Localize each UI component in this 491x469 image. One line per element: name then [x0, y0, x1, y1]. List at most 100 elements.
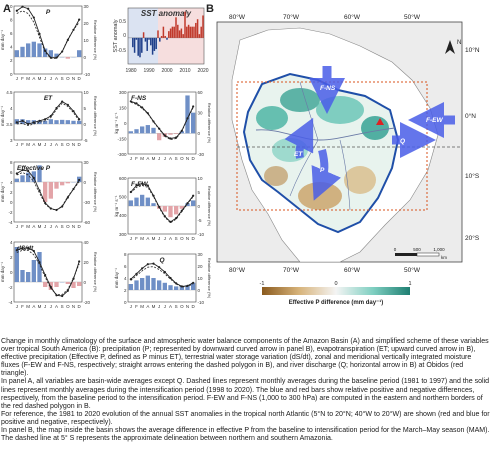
sst-bar	[148, 37, 150, 40]
y2tick-label: 5	[84, 106, 87, 111]
sst-bar	[159, 37, 161, 42]
y2label: Relative difference (%)	[93, 172, 98, 213]
ytick-label: 4	[10, 45, 13, 50]
chart-title: F-EW	[131, 181, 148, 188]
reldiff-bar	[157, 280, 162, 290]
month-label: O	[66, 142, 70, 147]
ytick-label: 4	[124, 276, 127, 281]
intensification-point	[135, 102, 138, 105]
intensification-point	[66, 196, 69, 199]
sst-bar	[160, 36, 163, 38]
y2tick-label: 20	[198, 264, 204, 269]
sst-xtick-4: 2020	[197, 68, 208, 74]
colorbar-label: Effective P difference (mm day⁻¹)	[289, 299, 383, 306]
ytick-label: 2	[10, 190, 13, 195]
sst-bar	[139, 37, 141, 58]
month-label: J	[164, 236, 166, 241]
intensification-point	[192, 105, 195, 108]
y2tick-label: 60	[198, 90, 204, 95]
lat-0n: 0°N	[465, 112, 476, 120]
reldiff-bar	[134, 280, 139, 290]
reldiff-bar	[54, 120, 59, 124]
sst-xtick-2: 2000	[161, 68, 172, 74]
month-label: S	[61, 76, 64, 81]
sst-bar	[133, 37, 136, 53]
y2tick-label: 0	[84, 55, 87, 60]
month-label: A	[55, 76, 58, 81]
reldiff-bar	[14, 178, 19, 182]
month-label: O	[66, 76, 70, 81]
intensification-point	[55, 208, 58, 212]
panel-b-map: B F-NS F-EW ET P Q	[206, 3, 480, 306]
sst-bar	[157, 30, 159, 38]
caption-para-2: In panel A, all variables are basin-wide…	[1, 378, 490, 410]
month-label: A	[146, 156, 149, 161]
y2tick-label: 30	[84, 4, 90, 9]
ylabel: kg m⁻¹ s⁻¹	[114, 195, 119, 217]
ylabel: mm day⁻¹	[0, 182, 5, 202]
month-label: J	[130, 156, 132, 161]
reldiff-bar	[31, 260, 36, 282]
sst-bar	[193, 26, 195, 38]
ytick-label: -4	[8, 300, 12, 305]
y2tick-label: -30	[84, 200, 91, 205]
intensification-point	[72, 277, 75, 280]
month-label: J	[130, 304, 132, 309]
intensification-point	[15, 172, 18, 175]
reldiff-bar	[77, 120, 82, 124]
ylabel: mm day⁻¹	[0, 30, 5, 50]
y2tick-label: -30	[198, 152, 205, 157]
ylabel: mm day⁻¹	[114, 268, 119, 288]
reldiff-bar	[174, 133, 179, 135]
reldiff-bar	[191, 282, 196, 290]
month-label: D	[192, 236, 196, 241]
reldiff-bar	[54, 282, 59, 287]
month-label: F	[135, 236, 138, 241]
month-label: S	[61, 304, 64, 309]
intensification-point	[27, 7, 30, 10]
arrow-et	[284, 117, 314, 159]
month-label: D	[78, 142, 82, 147]
ytick-label: 8	[10, 160, 13, 165]
intensification-point	[32, 121, 35, 124]
intensification-point	[61, 205, 64, 208]
reldiff-bar	[134, 197, 139, 206]
ytick-label: 0	[124, 121, 127, 126]
month-label: J	[50, 142, 52, 147]
reldiff-bar	[43, 120, 48, 124]
lat-10s: 10°S	[465, 172, 480, 180]
intensification-point	[192, 281, 195, 284]
intensification-point	[72, 110, 75, 113]
sst-bar	[151, 37, 154, 55]
sst-ytick-1: 0	[123, 33, 126, 39]
month-label: A	[169, 304, 172, 309]
y2tick-label: 30	[84, 160, 90, 165]
reldiff-bar	[179, 286, 184, 290]
ytick-label: 10	[7, 4, 13, 9]
caption-para-1: Change in monthly climatology of the sur…	[1, 338, 489, 378]
sst-ytick-2: -0.5	[117, 48, 126, 54]
y2tick-label: 0	[198, 204, 201, 209]
sst-xtick-0: 1980	[125, 68, 136, 74]
intensification-point	[21, 246, 24, 250]
sst-bar	[150, 37, 152, 46]
sst-bar	[198, 34, 201, 38]
month-label: J	[16, 224, 18, 229]
reldiff-bar	[20, 270, 25, 282]
sst-bars	[128, 11, 204, 58]
reldiff-bar	[43, 48, 48, 57]
reldiff-bar	[65, 182, 70, 184]
month-label: A	[169, 236, 172, 241]
scale-unit: km	[441, 255, 447, 260]
intensification-point	[32, 249, 35, 253]
intensification-point	[141, 106, 144, 109]
ytick-label: 6	[124, 264, 127, 269]
ylabel: kg m⁻¹ s⁻¹	[114, 112, 119, 134]
reldiff-bar	[157, 133, 162, 141]
month-label: J	[44, 142, 46, 147]
ytick-label: 2	[124, 288, 127, 293]
y2tick-label: -10	[198, 232, 205, 237]
month-label: S	[61, 224, 64, 229]
intensification-point	[129, 278, 132, 281]
